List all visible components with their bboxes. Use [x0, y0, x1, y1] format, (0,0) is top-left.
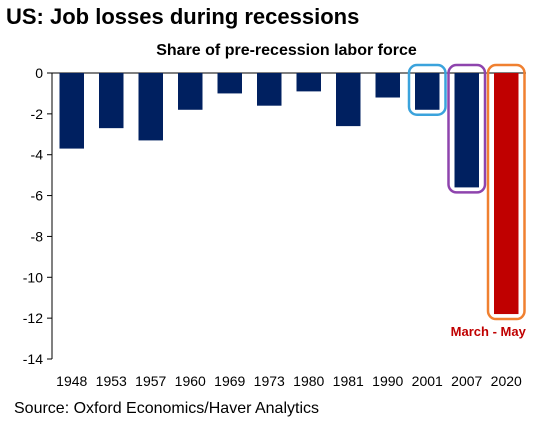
bar-1973 — [257, 73, 282, 106]
y-tick-label: -12 — [23, 310, 43, 326]
x-tick-label: 1957 — [135, 373, 166, 389]
bar-1980 — [296, 73, 321, 92]
x-tick-label: 1948 — [56, 373, 87, 389]
bar-2001 — [415, 73, 440, 110]
x-tick-label: 1981 — [333, 373, 364, 389]
y-tick-label: -14 — [23, 351, 43, 367]
x-tick-label: 1990 — [372, 373, 403, 389]
y-tick-label: -6 — [31, 188, 44, 204]
x-tick-label: 2007 — [451, 373, 482, 389]
source-note: Source: Oxford Economics/Haver Analytics — [14, 400, 320, 417]
y-tick-label: -10 — [23, 269, 43, 285]
callout-outline-2007 — [447, 63, 487, 194]
x-tick-label: 1969 — [214, 373, 245, 389]
x-tick-label: 1960 — [175, 373, 206, 389]
bar-1990 — [375, 73, 400, 98]
annotation-label: March - May — [451, 324, 527, 339]
chart-title: US: Job losses during recessions — [6, 4, 360, 29]
y-tick-label: -2 — [31, 106, 44, 122]
bar-1948 — [59, 73, 84, 149]
x-tick-label: 2020 — [491, 373, 522, 389]
bar-1960 — [178, 73, 203, 110]
bar-1969 — [217, 73, 242, 94]
callout-outline-2001 — [407, 63, 447, 117]
x-tick-label: 1973 — [254, 373, 285, 389]
callout-outline-2020 — [486, 63, 526, 321]
bar-1981 — [336, 73, 361, 127]
x-tick-label: 2001 — [412, 373, 443, 389]
chart-subtitle: Share of pre-recession labor force — [156, 42, 417, 59]
bar-2007 — [454, 73, 479, 188]
bar-1953 — [99, 73, 124, 129]
bar-2020 — [494, 73, 519, 315]
bar-1957 — [138, 73, 163, 141]
y-tick-label: 0 — [35, 65, 43, 81]
x-tick-label: 1980 — [293, 373, 324, 389]
x-tick-label: 1953 — [96, 373, 127, 389]
y-tick-label: -8 — [31, 228, 44, 244]
y-tick-label: -4 — [31, 147, 44, 163]
